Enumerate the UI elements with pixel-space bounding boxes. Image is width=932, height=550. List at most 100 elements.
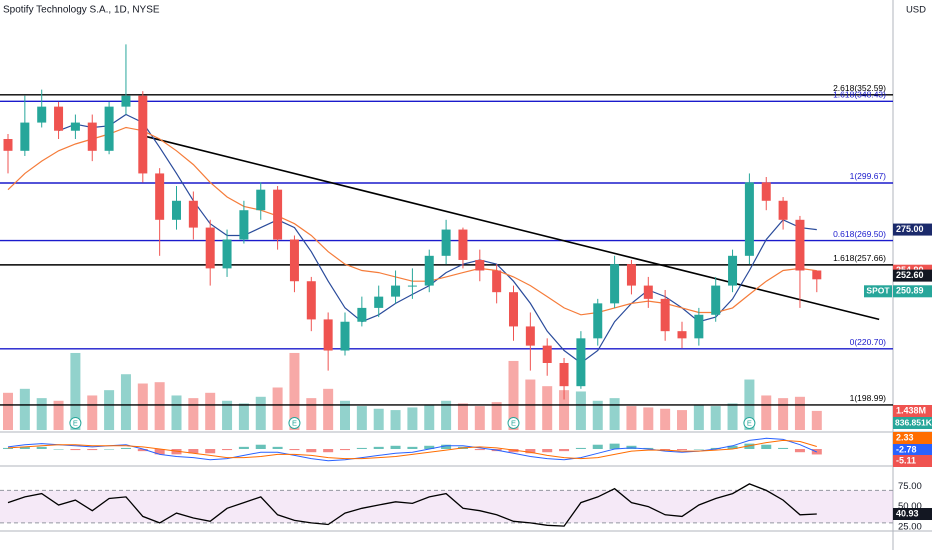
volume-bar [222,400,233,430]
macd-histogram [474,449,485,451]
volume-bar [761,395,772,430]
candle-body [54,106,64,131]
volume-bar [424,404,435,430]
macd-label: -2.78 [896,444,917,454]
candle-body [172,200,181,220]
candle-body [87,122,97,151]
macd-histogram [609,443,620,449]
volume-bar [390,410,401,430]
earnings-marker [743,417,756,429]
volume-bar [53,400,64,430]
price-label: 252.60 [896,270,924,280]
macd-histogram [154,449,165,455]
candle-body [256,189,266,211]
volume-bar [3,392,13,430]
macd-histogram [794,449,805,453]
macd-histogram [643,447,654,449]
volume-bar [205,392,216,430]
volume-bar [778,398,789,430]
macd-histogram [592,444,603,449]
candle-body [70,122,80,131]
fib-label: 1.618(257.66) [833,253,886,263]
volume-bar [677,410,687,430]
volume-bar [508,360,519,430]
volume-bar [188,398,199,430]
volume-bar [407,407,418,430]
last-price-box [893,285,932,298]
volume-bar [340,400,350,430]
macd-histogram [19,446,30,449]
candle-body [37,106,47,123]
volume-bar [171,395,182,430]
candle-body [542,345,552,363]
candle-body [761,182,771,201]
macd-histogram [441,444,452,449]
volume-bar [643,407,654,430]
last-price: 250.89 [896,286,924,296]
candle-body [525,326,535,346]
candle-body [660,298,670,332]
volume-bar [811,410,822,430]
fib-label: 1(299.67) [850,171,887,181]
candle-body [407,285,417,287]
volume-bar [36,398,47,430]
macd-histogram [87,449,98,451]
macd-histogram [356,447,367,449]
currency: USD [906,5,926,16]
fib-label: 1(198.99) [850,393,887,403]
volume-bar [660,408,671,430]
macd-histogram [660,449,671,451]
candle-body [104,106,114,151]
candle-body [728,255,738,286]
macd-histogram [323,449,334,453]
earnings-label: E [511,418,516,427]
labels: 2.618(352.59)1.618(348.43) 1(299.67) 0.618… [73,83,932,532]
macd-histogram [693,449,704,450]
candle-body [357,307,367,322]
earnings-label: E [747,418,752,427]
rsi-tick-label: 50.00 [898,501,922,512]
candle-body [458,229,468,260]
fib-label: 2.618(352.59) [833,83,886,93]
macd-histogram [407,446,418,449]
macd-histogram [424,445,435,449]
macd-histogram [525,449,536,454]
macd-histogram [390,445,401,449]
volume-bar [306,398,317,430]
candle-body [576,338,586,387]
macd-histogram [70,449,81,451]
candle-body [374,296,384,308]
candle-body [188,200,198,228]
volume-bar [154,382,165,430]
volume-bar [238,403,249,430]
volume-bar [592,400,603,430]
chart-title: Spotify Technology S.A., 1D, NYSE [3,5,160,16]
volume-bar [87,395,98,430]
candle-body [610,264,620,304]
macd-histogram [188,449,199,454]
macd-histogram [3,447,13,449]
candle-body [711,285,721,315]
volume-bar [356,406,367,430]
volume-bar [120,374,131,430]
volume-bar [474,406,485,430]
candle-body [20,122,30,151]
macd-histogram [238,446,249,449]
volume-ma-label: 836.851K [895,417,932,427]
volume-bar [626,406,637,430]
macd-histogram [710,447,721,449]
volume-bar [104,390,115,430]
candle-body [222,239,232,269]
candle-body [391,285,401,297]
volume-bar [137,383,148,430]
volume-bar [19,388,30,430]
candle-body [643,285,653,299]
volume-bar [457,403,468,430]
macd-histogram [626,445,637,449]
volume-bar [693,404,704,430]
volume-bar [559,390,570,430]
earnings-label: E [292,418,297,427]
rsi-tick-label: 75.00 [898,481,922,492]
macd-histogram [289,449,300,451]
